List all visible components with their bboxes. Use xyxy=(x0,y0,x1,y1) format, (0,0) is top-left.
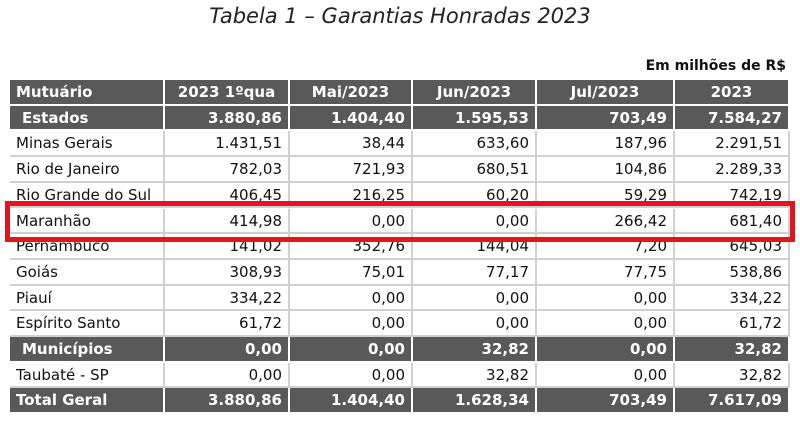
table-cell: 633,60 xyxy=(413,131,537,158)
table-cell: 1.404,40 xyxy=(290,105,413,132)
table-cell: 0,00 xyxy=(537,311,675,337)
table-cell: Rio de Janeiro xyxy=(10,157,165,183)
table-cell: 61,72 xyxy=(675,311,790,337)
table-cell: 0,00 xyxy=(290,208,413,235)
table-cell: 77,17 xyxy=(413,259,537,286)
table-cell: 77,75 xyxy=(537,259,675,286)
table-cell: 7.584,27 xyxy=(675,105,790,132)
table-cell: Mai/2023 xyxy=(290,80,413,106)
table-cell: 681,40 xyxy=(675,208,790,235)
table-cell: 782,03 xyxy=(165,157,290,183)
table-cell: Minas Gerais xyxy=(10,131,165,158)
table-cell: 266,42 xyxy=(537,208,675,235)
table-cell: 721,93 xyxy=(290,157,413,183)
table-cell: 2.289,33 xyxy=(675,157,790,183)
table-cell: 32,82 xyxy=(675,362,790,389)
table-cell: 0,00 xyxy=(165,337,290,363)
table-cell: 1.431,51 xyxy=(165,131,290,158)
table-cell: Total Geral xyxy=(10,388,165,415)
table-cell: 0,00 xyxy=(165,362,290,389)
table-cell: 703,49 xyxy=(537,105,675,132)
table-cell: 0,00 xyxy=(537,337,675,363)
table-cell: 3.880,86 xyxy=(165,388,290,415)
table-cell: 0,00 xyxy=(413,311,537,337)
table-cell: Jun/2023 xyxy=(413,80,537,106)
table-cell: 680,51 xyxy=(413,157,537,183)
table-cell: 0,00 xyxy=(290,285,413,312)
highlight-box xyxy=(5,201,795,242)
table-cell: Maranhão xyxy=(10,208,165,235)
table-cell: Espírito Santo xyxy=(10,311,165,337)
table-cell: 32,82 xyxy=(413,362,537,389)
table-cell: 308,93 xyxy=(165,259,290,286)
table-cell: 104,86 xyxy=(537,157,675,183)
table-cell: Taubaté - SP xyxy=(10,362,165,389)
table-cell: 334,22 xyxy=(675,285,790,312)
table-cell: Piauí xyxy=(10,285,165,312)
table-cell: Municípios xyxy=(10,337,165,363)
table-cell: Estados xyxy=(10,105,165,132)
table-cell: 0,00 xyxy=(413,285,537,312)
table-cell: 0,00 xyxy=(537,285,675,312)
table-cell: 1.628,34 xyxy=(413,388,537,415)
table-cell: 2023 1ºqua xyxy=(165,80,290,106)
table-cell: 2.291,51 xyxy=(675,131,790,158)
table-cell: 414,98 xyxy=(165,208,290,235)
table-cell: 2023 xyxy=(675,80,790,106)
table-cell: Goiás xyxy=(10,259,165,286)
table-cell: 538,86 xyxy=(675,259,790,286)
table-cell: Jul/2023 xyxy=(537,80,675,106)
table-cell: 0,00 xyxy=(537,362,675,389)
table-cell: 1.595,53 xyxy=(413,105,537,132)
table-cell: 3.880,86 xyxy=(165,105,290,132)
table-cell: 32,82 xyxy=(413,337,537,363)
table-title: Tabela 1 – Garantias Honradas 2023 xyxy=(209,4,591,28)
table-cell: Mutuário xyxy=(10,80,165,106)
table-cell: 0,00 xyxy=(290,337,413,363)
table-cell: 1.404,40 xyxy=(290,388,413,415)
table-cell: 38,44 xyxy=(290,131,413,158)
table-cell: 0,00 xyxy=(413,208,537,235)
table-cell: 32,82 xyxy=(675,337,790,363)
table-cell: 334,22 xyxy=(165,285,290,312)
table-cell: 703,49 xyxy=(537,388,675,415)
table-cell: 187,96 xyxy=(537,131,675,158)
unit-note: Em milhões de R$ xyxy=(645,58,786,74)
table-cell: 75,01 xyxy=(290,259,413,286)
table-cell: 61,72 xyxy=(165,311,290,337)
table-cell: 0,00 xyxy=(290,362,413,389)
table-cell: 7.617,09 xyxy=(675,388,790,415)
table-cell: 0,00 xyxy=(290,311,413,337)
